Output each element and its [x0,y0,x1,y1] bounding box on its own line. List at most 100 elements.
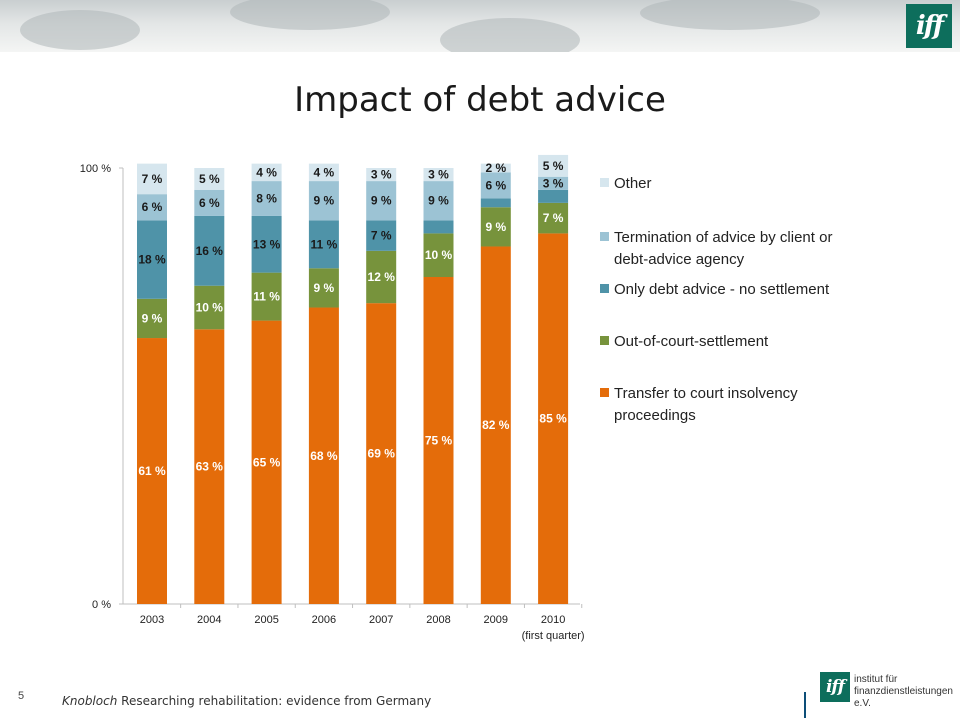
legend-label: proceedings [614,407,696,424]
data-label: 9 % [314,194,335,208]
data-label: 4 % [256,165,277,179]
banner-stone [20,10,140,50]
bar-segment [251,320,282,604]
data-label: 4 % [314,165,335,179]
data-label: 12 % [368,270,396,284]
bar-segment [251,163,282,182]
legend-swatch [600,284,609,293]
data-label: 69 % [368,447,396,461]
data-label: 2 % [485,161,506,175]
bar-segment [480,207,511,247]
bar-segment [194,168,225,190]
data-label: 9 % [485,220,506,234]
data-label: 75 % [425,434,453,448]
bar-segment [251,181,282,216]
x-tick-label: 2004 [197,614,221,626]
bar-segment [308,220,339,269]
legend-swatch [600,232,609,241]
footer-divider [804,692,806,718]
data-label: 9 % [428,194,449,208]
bar-segment [194,285,225,330]
x-category-note: (first quarter) [522,630,585,642]
banner-stone [640,0,820,30]
bar-segment [137,338,167,604]
x-tick-label: 2007 [369,614,393,626]
bar-segment [137,298,167,339]
bar-segment [308,181,339,221]
bar-segment [251,272,282,321]
bar-segment [251,215,282,273]
header-banner: iff [0,0,960,52]
data-label: 18 % [138,253,166,267]
footer: Knobloch Researching rehabilitation: evi… [62,694,431,708]
bar-segment [137,220,167,299]
data-label: 5 % [199,172,220,186]
bar-segment [423,168,454,182]
bar-segment [137,194,167,221]
bar-segment [308,307,339,604]
data-label: 9 % [142,311,163,325]
bar-segment [366,220,397,251]
footer-logo-mark: iff [820,672,850,702]
stacked-bar-chart: 0 % 100 % 61 % 9 % 18 % 6 % 7 % 2003 63 % 10 % 16 … [80,154,832,642]
bar-segment [538,189,569,203]
data-label: 61 % [138,464,166,478]
bar-segment [480,246,511,604]
data-label: 7 % [142,172,163,186]
legend-label: Other [614,175,652,192]
bar-segment [194,189,225,216]
data-label: 8 % [256,192,277,206]
data-label: 11 % [311,237,338,251]
x-tick-label: 2008 [426,614,450,626]
bar-segment [308,163,339,182]
data-label: 10 % [425,248,453,262]
data-label: 11 % [253,290,280,304]
bar-segment [480,198,511,208]
bar-segment [538,233,569,604]
legend-label: debt-advice agency [614,251,745,268]
x-tick-label: 2010 [541,614,565,626]
bar-segment [366,168,397,182]
data-label: 65 % [253,455,281,469]
data-label: 3 % [543,176,564,190]
bar-segment [194,215,225,286]
data-label: 82 % [482,418,510,432]
legend-label: Only debt advice - no settlement [614,281,830,298]
data-label: 3 % [428,168,449,182]
footer-author: Knobloch [62,694,118,708]
footer-logo: iff institut für finanzdienstleistungen … [820,672,953,712]
bar-segment [480,172,511,199]
x-tick-label: 2005 [254,614,278,626]
bar-segment [194,329,225,604]
data-label: 10 % [196,301,224,315]
bar-segment [308,268,339,308]
legend-label: Out-of-court-settlement [614,333,769,350]
bar-segment [366,303,397,604]
y-tick-label: 100 % [80,163,111,175]
iff-logo: iff [906,4,952,48]
x-tick-label: 2009 [484,614,508,626]
legend-swatch [600,388,609,397]
x-tick-label: 2006 [312,614,336,626]
bar-segment [423,277,454,604]
data-label: 13 % [253,237,281,251]
legend-swatch [600,178,609,187]
bar-segment [423,181,454,221]
bar-segment [423,233,454,277]
data-label: 16 % [196,244,224,258]
data-label: 7 % [371,229,392,243]
data-label: 85 % [539,412,567,426]
data-label: 7 % [543,211,564,225]
footer-logo-text: institut für finanzdienstleistungen e.V. [854,674,953,710]
page-title: Impact of debt advice [294,80,666,120]
footer-text: Researching rehabilitation: evidence fro… [121,694,432,708]
data-label: 6 % [199,196,220,210]
footer-logo-line2: finanzdienstleistungen e.V. [854,686,953,709]
data-label: 9 % [314,281,335,295]
y-tick-label: 0 % [92,599,111,611]
data-label: 6 % [142,200,163,214]
bar-segment [423,220,454,234]
bar-segment [480,163,511,173]
legend-label: Termination of advice by client or [614,229,832,246]
bar-segment [538,176,569,190]
